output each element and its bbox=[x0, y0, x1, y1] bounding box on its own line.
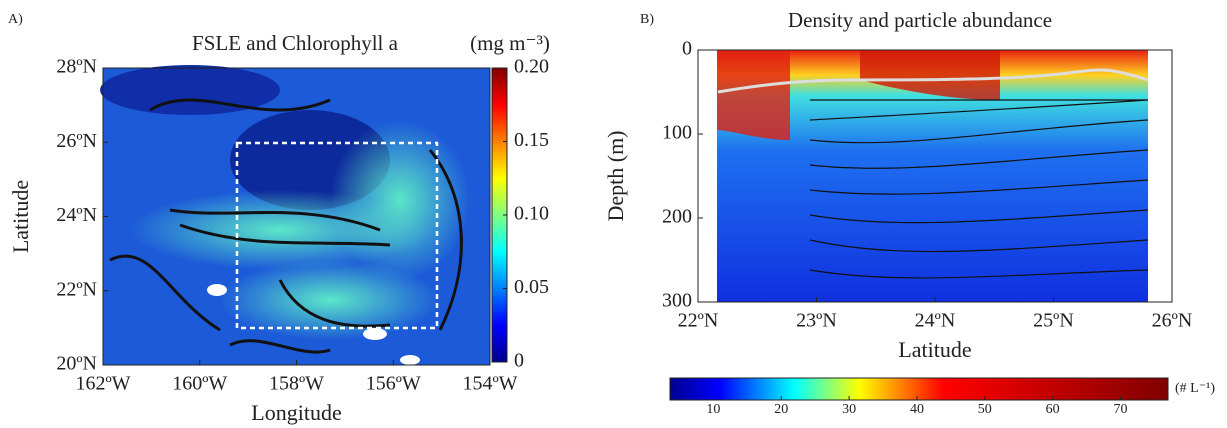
x-tick-label: 22ºN bbox=[678, 310, 719, 332]
y-axis-label: Depth (m) bbox=[603, 130, 628, 221]
colorbar-tick-label: 10 bbox=[706, 402, 720, 417]
y-tick-label: 300 bbox=[662, 290, 692, 312]
y-tick-label: 20ºN bbox=[56, 353, 97, 375]
y-tick-label: 28ºN bbox=[56, 56, 97, 78]
colorbar-tick-label: 20 bbox=[774, 402, 788, 417]
x-axis-label: Longitude bbox=[251, 400, 341, 425]
y-tick-label: 26ºN bbox=[56, 130, 97, 152]
x-tick-label: 158ºW bbox=[269, 373, 324, 395]
x-tick-label: 26ºN bbox=[1152, 310, 1193, 332]
y-tick-label: 0 bbox=[682, 38, 692, 60]
colorbar-tick-label: 50 bbox=[978, 402, 992, 417]
colorbar-tick-label: 30 bbox=[842, 402, 856, 417]
colorbar bbox=[669, 377, 1169, 401]
y-axis-label: Latitude bbox=[8, 180, 33, 253]
colorbar-tick-label: 0 bbox=[514, 350, 524, 372]
colorbar-label: (mg m⁻³) bbox=[470, 31, 550, 55]
colorbar-tick-label: 0.15 bbox=[514, 129, 549, 151]
colorbar-tick-label: 60 bbox=[1046, 402, 1060, 417]
colorbar-tick-label: 0.05 bbox=[514, 276, 549, 298]
colorbar-tick-label: 70 bbox=[1114, 402, 1128, 417]
chart-title: Density and particle abundance bbox=[788, 8, 1052, 32]
x-tick-label: 154ºW bbox=[462, 373, 517, 395]
colorbar-tick-label: 40 bbox=[910, 402, 924, 417]
colorbar-tick-label: 0.20 bbox=[514, 56, 549, 78]
chart-title: FSLE and Chlorophyll a bbox=[192, 31, 399, 55]
section-field bbox=[717, 50, 1149, 302]
chlorophyll-field bbox=[100, 65, 490, 365]
x-tick-label: 25ºN bbox=[1033, 310, 1074, 332]
colorbar-label: (# L⁻¹) bbox=[1175, 381, 1215, 396]
y-tick-label: 22ºN bbox=[56, 278, 97, 300]
x-tick-label: 23ºN bbox=[796, 310, 837, 332]
panel-label: A) bbox=[8, 12, 23, 27]
colorbar-tick-label: 0.10 bbox=[514, 203, 549, 225]
y-tick-label: 100 bbox=[662, 122, 692, 144]
y-tick-label: 24ºN bbox=[56, 204, 97, 226]
x-tick-label: 162ºW bbox=[75, 373, 130, 395]
x-tick-label: 160ºW bbox=[172, 373, 227, 395]
y-tick-label: 200 bbox=[662, 206, 692, 228]
panel-label: B) bbox=[640, 12, 654, 27]
x-axis-label: Latitude bbox=[898, 337, 971, 362]
x-tick-label: 24ºN bbox=[915, 310, 956, 332]
x-tick-label: 156ºW bbox=[366, 373, 421, 395]
